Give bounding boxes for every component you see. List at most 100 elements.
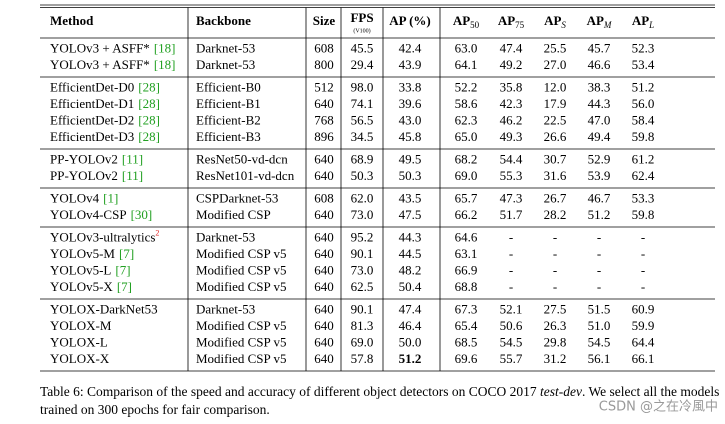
table-cell: 25.5: [544, 40, 567, 55]
citation: [18]: [154, 57, 176, 72]
table-cell: -: [597, 229, 601, 244]
table-cell: 98.0: [351, 79, 374, 94]
table-cell: 47.4: [500, 40, 523, 55]
table-cell: 46.6: [588, 57, 611, 72]
table-cell: 51.7: [500, 207, 523, 222]
table-cell: 51.2: [399, 351, 422, 366]
table-cell: 39.6: [399, 96, 422, 111]
table-cell: 27.0: [544, 57, 567, 72]
method-name: EfficientDet-D3: [50, 129, 134, 144]
table-cell: 56.0: [632, 96, 655, 111]
table-cell: 12.0: [544, 79, 567, 94]
table-cell: 30.7: [544, 151, 567, 166]
method-cell: YOLOv5-L [7]: [50, 262, 131, 277]
table-cell: 38.3: [588, 79, 611, 94]
table-cell: 608: [314, 190, 334, 205]
method-name: YOLOX-L: [50, 334, 108, 349]
table-cell: 69.0: [455, 168, 478, 183]
table-cell: 81.3: [351, 318, 374, 333]
table-cell: 51.2: [588, 207, 611, 222]
table-cell: 54.5: [588, 334, 611, 349]
table-cell: 42.3: [500, 96, 523, 111]
table-cell: 73.0: [351, 262, 374, 277]
table-cell: 50.0: [399, 334, 422, 349]
table-cell: 64.6: [455, 229, 478, 244]
method-name: PP-YOLOv2: [50, 151, 118, 166]
table-cell: 52.9: [588, 151, 611, 166]
table-cell: 26.6: [544, 129, 567, 144]
table-cell: 54.4: [500, 151, 523, 166]
caption-text: trained on 300 epochs for fair compariso…: [40, 402, 270, 417]
caption: Table 6: Comparison of the speed and acc…: [40, 384, 719, 399]
citation: [30]: [131, 207, 153, 222]
table-cell: 640: [314, 318, 334, 333]
table-cell: 47.3: [500, 190, 523, 205]
table-cell: Efficient-B1: [196, 96, 261, 111]
table-cell: 56.1: [588, 351, 611, 366]
method-name: YOLOv4: [50, 190, 100, 205]
citation: [7]: [115, 262, 130, 277]
header-subscript: 75: [515, 20, 525, 30]
table-cell: -: [509, 262, 513, 277]
header-text: AP: [453, 13, 470, 28]
table-cell: 90.1: [351, 301, 374, 316]
table-cell: 50.4: [399, 279, 422, 294]
table-cell: 90.1: [351, 246, 374, 261]
table-cell: 50.3: [351, 168, 374, 183]
method-cell: EfficientDet-D0 [28]: [50, 79, 160, 94]
table-cell: 73.0: [351, 207, 374, 222]
table-cell: -: [641, 279, 645, 294]
method-name: YOLOv4-CSP: [50, 207, 127, 222]
table-cell: 53.9: [588, 168, 611, 183]
method-name: EfficientDet-D1: [50, 96, 134, 111]
method-name: YOLOv3 + ASFF*: [50, 40, 150, 55]
table-cell: 62.0: [351, 190, 374, 205]
table-cell: 640: [314, 334, 334, 349]
method-name: YOLOv3-ultralytics: [50, 229, 155, 244]
table-cell: 512: [314, 79, 334, 94]
header-text: FPS: [350, 10, 373, 25]
caption-text: Table 6: Comparison of the speed and acc…: [40, 384, 540, 399]
header-text: Method: [50, 13, 94, 28]
table-cell: 640: [314, 229, 334, 244]
table-cell: 31.6: [544, 168, 567, 183]
table-cell: 61.2: [632, 151, 655, 166]
table-cell: 65.4: [455, 318, 478, 333]
table-cell: 33.8: [399, 79, 422, 94]
table-cell: 42.4: [399, 40, 422, 55]
table-cell: 640: [314, 96, 334, 111]
table-cell: 27.5: [544, 301, 567, 316]
method-name: YOLOX-M: [50, 318, 112, 333]
header-subscript: 50: [470, 20, 480, 30]
table-cell: 52.1: [500, 301, 523, 316]
table-cell: 640: [314, 279, 334, 294]
header-subscript: M: [603, 20, 612, 30]
table-cell: 51.0: [588, 318, 611, 333]
table-cell: 26.7: [544, 190, 567, 205]
table-cell: 53.3: [632, 190, 655, 205]
table-cell: 67.3: [455, 301, 478, 316]
table-cell: 62.4: [632, 168, 655, 183]
table-cell: 62.5: [351, 279, 374, 294]
table-cell: 47.4: [399, 301, 422, 316]
header-cell: APM: [587, 13, 612, 30]
table-cell: 66.9: [455, 262, 478, 277]
table-cell: -: [641, 229, 645, 244]
citation: [28]: [138, 129, 160, 144]
table-cell: 800: [314, 57, 334, 72]
table-cell: 55.3: [500, 168, 523, 183]
citation: [28]: [138, 96, 160, 111]
method-cell: YOLOX-X: [50, 351, 110, 366]
table-cell: Efficient-B2: [196, 112, 261, 127]
method-cell: EfficientDet-D1 [28]: [50, 96, 160, 111]
table-cell: 896: [314, 129, 334, 144]
table-cell: 50.3: [399, 168, 422, 183]
method-name: PP-YOLOv2: [50, 168, 118, 183]
table-cell: -: [641, 262, 645, 277]
table-cell: 49.4: [588, 129, 611, 144]
table-cell: Modified CSP v5: [196, 279, 287, 294]
table-cell: 58.6: [455, 96, 478, 111]
table-cell: 65.7: [455, 190, 478, 205]
table-cell: 34.5: [351, 129, 374, 144]
table-cell: CSPDarknet-53: [196, 190, 278, 205]
